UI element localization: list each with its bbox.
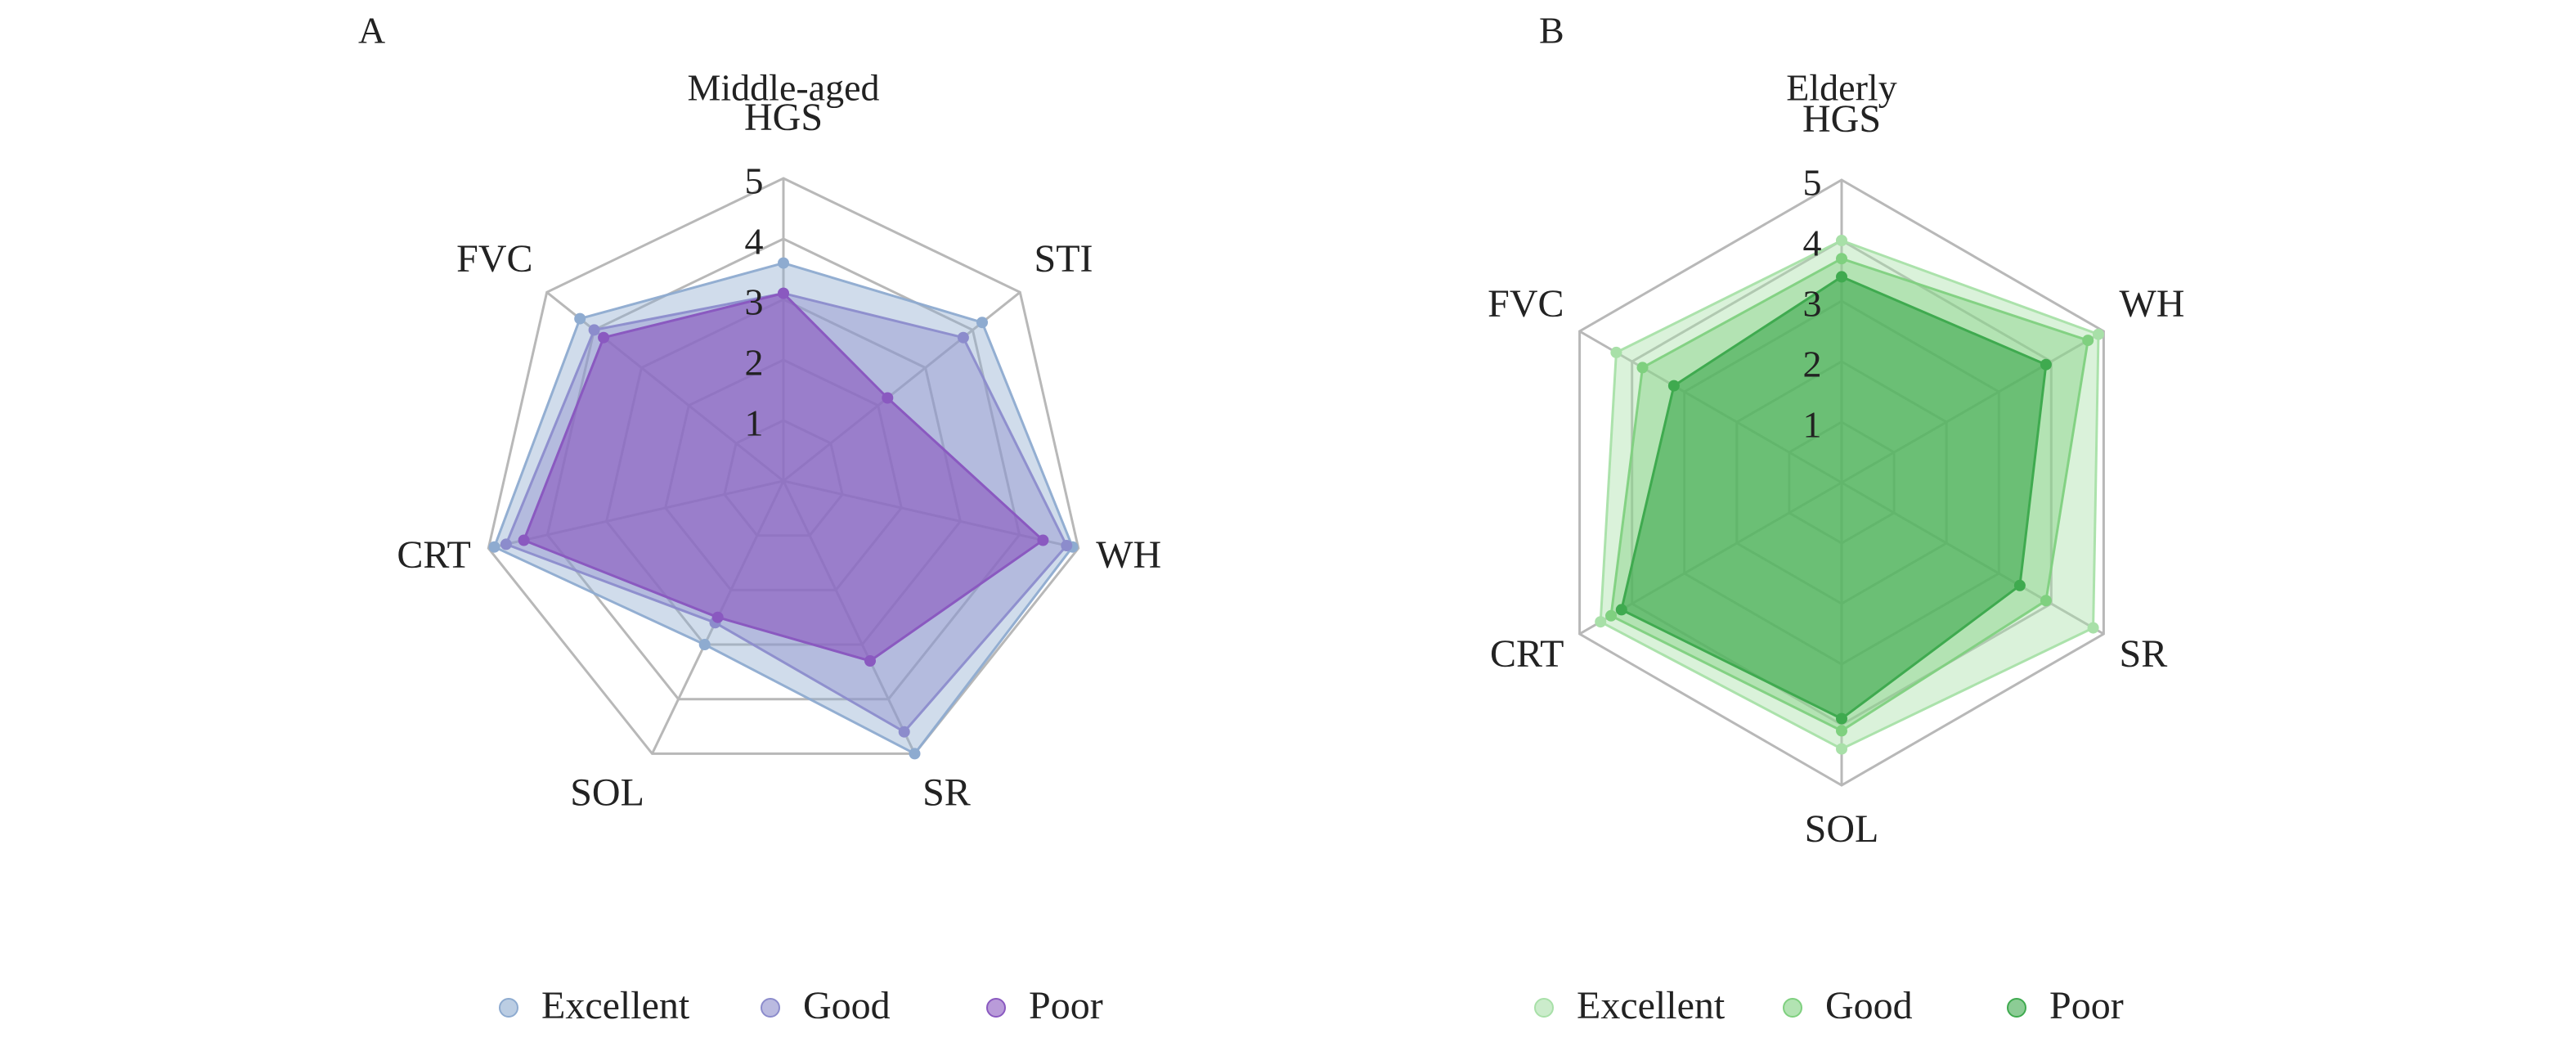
panel-a-point-poor-wh [1037, 534, 1049, 546]
panel-a-axis-label-wh: WH [1096, 533, 1161, 577]
panel-b-axis-label-sr: SR [2120, 632, 2168, 676]
panel-a-tick-4: 4 [745, 221, 764, 263]
panel-a-tick-2: 2 [745, 342, 764, 384]
panel-a-point-poor-sti [882, 392, 894, 404]
panel-a-axis-label-fvc: FVC [456, 237, 532, 281]
panel-b-tick-4: 4 [1803, 222, 1822, 264]
panel-b-tick-5: 5 [1803, 162, 1822, 204]
panel-b-legend-label-excellent: Excellent [1577, 984, 1726, 1027]
panel-b-tick-1: 1 [1803, 404, 1822, 446]
panel-a-legend: Excellent Good Poor [499, 984, 1103, 1027]
panel-b-point-good-sr [2040, 595, 2052, 607]
panel-a-axis-label-sr: SR [922, 771, 971, 815]
panel-b-title: Elderly [1786, 67, 1896, 109]
panel-b-axis-label-wh: WH [2120, 282, 2185, 326]
panel-b-point-poor-sol [1836, 712, 1847, 725]
panel-a-legend-marker-good [761, 998, 780, 1018]
panel-a-point-excellent-sr [909, 748, 921, 760]
panel-a-point-excellent-hgs [778, 257, 789, 269]
panel-a-tick-5: 5 [745, 160, 764, 202]
radar-panel-b: B Elderly 1 2 3 4 5 HGS WH SR SOL CRT FVC Excellent Go… [1488, 10, 2184, 1027]
panel-a-legend-label-poor: Poor [1029, 984, 1103, 1027]
panel-a-letter: A [358, 10, 385, 52]
panel-b-legend-marker-excellent [1534, 998, 1554, 1018]
panel-b-point-poor-wh [2040, 358, 2052, 371]
panel-b-letter: B [1539, 10, 1564, 52]
panel-a-series-poor [518, 287, 1049, 667]
panel-a-legend-label-excellent: Excellent [541, 984, 690, 1027]
panel-a-tick-1: 1 [745, 402, 764, 444]
panel-a-point-poor-sol [711, 611, 724, 623]
panel-a-grid-ring-4 [545, 237, 1021, 701]
panel-b-series-poor [1615, 271, 2052, 725]
panel-b-axis-label-fvc: FVC [1488, 282, 1564, 326]
panel-b-point-good-sol [1836, 725, 1847, 737]
panel-b-point-good-crt [1605, 609, 1617, 622]
panel-b-point-excellent-sr [2087, 622, 2099, 634]
panel-a-title: Middle-aged [687, 67, 879, 109]
panel-a-axis-label-sti: STI [1034, 237, 1093, 281]
panel-a-point-excellent-sol [698, 639, 711, 650]
panel-b-point-excellent-wh [2093, 328, 2104, 340]
panel-a-point-poor-fvc [598, 331, 610, 344]
panel-a-point-good-crt [500, 538, 512, 550]
panel-b-axis-label-hgs: HGS [1802, 97, 1881, 141]
panel-a-point-good-sti [957, 331, 969, 344]
panel-b-tick-3: 3 [1803, 283, 1822, 325]
panel-b-point-poor-sr [2013, 579, 2026, 591]
panel-a-legend-marker-excellent [499, 998, 518, 1018]
panel-b-point-poor-fvc [1667, 380, 1680, 392]
panel-a-legend-marker-poor [986, 998, 1006, 1018]
panel-a-point-poor-sr [864, 655, 876, 667]
panel-b-point-good-hgs [1836, 253, 1847, 265]
panel-a-point-good-fvc [588, 324, 600, 336]
panel-b-tick-2: 2 [1803, 344, 1822, 385]
panel-a-point-excellent-sti [976, 317, 988, 329]
panel-a-point-poor-crt [518, 534, 530, 546]
panel-a-point-good-sr [898, 726, 910, 738]
panel-b-legend-marker-poor [2007, 998, 2026, 1018]
panel-b-point-good-fvc [1636, 362, 1649, 374]
panel-b-legend: Excellent Good Poor [1534, 984, 2124, 1027]
panel-a-axis-label-sol: SOL [570, 771, 644, 815]
panel-a-point-good-wh [1061, 540, 1073, 551]
panel-a-axis-label-hgs: HGS [744, 96, 823, 139]
panel-b-legend-label-poor: Poor [2049, 984, 2124, 1027]
panel-b-point-excellent-crt [1595, 616, 1607, 628]
panel-a-tick-3: 3 [745, 281, 764, 323]
panel-b-point-poor-hgs [1836, 271, 1847, 283]
panel-b-point-excellent-fvc [1610, 346, 1622, 358]
panel-a-legend-label-good: Good [803, 984, 891, 1027]
panel-b-axis-label-sol: SOL [1805, 807, 1879, 851]
radar-panel-a: A Middle-aged 1 2 3 4 5 HGS STI WH SR SOL CRT FVC Exce… [358, 10, 1161, 1027]
panel-a-point-excellent-fvc [574, 312, 586, 325]
panel-a-axis-label-crt: CRT [397, 533, 470, 577]
panel-a-point-excellent-crt [488, 541, 500, 553]
panel-b-point-excellent-hgs [1836, 235, 1847, 246]
panel-b-point-excellent-sol [1836, 743, 1847, 755]
panel-b-legend-label-good: Good [1825, 984, 1913, 1027]
panel-b-axis-label-crt: CRT [1490, 632, 1564, 676]
panel-a-area-poor [523, 292, 1044, 663]
panel-b-point-good-wh [2082, 335, 2094, 347]
panel-a-point-poor-hgs [778, 287, 789, 299]
panel-a-grid-ring-5 [487, 177, 1080, 755]
panel-b-legend-marker-good [1783, 998, 1802, 1018]
panel-b-point-poor-crt [1615, 604, 1627, 616]
